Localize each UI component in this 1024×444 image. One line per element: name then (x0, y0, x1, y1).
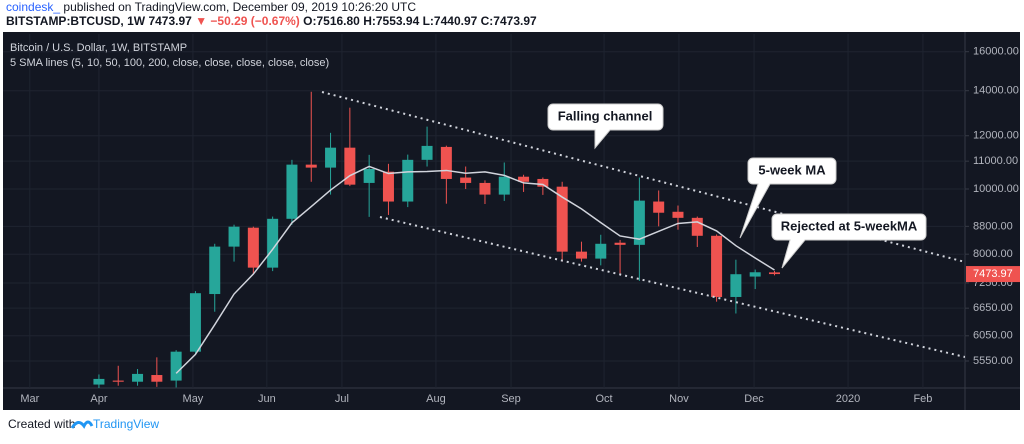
candle-body (460, 177, 472, 183)
annotation: 5-week MA (758, 162, 826, 177)
callout (547, 103, 664, 150)
brand: TradingView (93, 417, 159, 431)
candle-body (768, 272, 780, 275)
candle-body (440, 146, 452, 179)
candle-body (672, 211, 684, 218)
channel-lower (379, 216, 965, 358)
candle-body (595, 243, 607, 259)
footer: Created with TradingView (8, 417, 159, 431)
annotation: Rejected at 5-weekMA (781, 218, 918, 233)
candle-body (325, 147, 337, 168)
author: coindesk_ (6, 0, 60, 14)
x-tick-label: 2020 (836, 393, 860, 405)
last-price-label: 7473.97 (973, 268, 1013, 280)
y-tick-label: 10000.00 (973, 183, 1019, 195)
candle-body (189, 293, 201, 352)
high: H:7553.94 (363, 14, 419, 28)
y-tick-label: 5550.00 (973, 355, 1013, 367)
symbol: BITSTAMP:BTCUSD, 1W (6, 14, 146, 28)
plot (93, 91, 780, 388)
ma-line (175, 165, 775, 374)
candle-body (382, 171, 394, 202)
candle-body (170, 351, 182, 381)
candle-body (363, 168, 375, 183)
x-tick-label: Apr (90, 393, 107, 405)
candle-body (112, 380, 124, 382)
candle-body (711, 235, 723, 297)
candle-body (730, 274, 742, 297)
logo (70, 420, 94, 429)
x-tick-label: Aug (426, 393, 446, 405)
candle-body (209, 246, 221, 295)
candle-body (518, 176, 530, 182)
chart-subtitle: 5 SMA lines (5, 10, 50, 100, 200, close,… (10, 57, 329, 69)
candle-body (93, 378, 105, 385)
channel (321, 91, 965, 358)
y-tick-label: 6050.00 (973, 330, 1013, 342)
callout (771, 213, 927, 269)
last: 7473.97 (148, 14, 192, 28)
x-tick-label: Jul (335, 393, 349, 405)
candle-body (498, 176, 510, 195)
x-tick-label: Oct (595, 393, 612, 405)
candle-body (653, 201, 665, 213)
annotations (547, 103, 927, 269)
candle-body (132, 373, 144, 382)
chart-title: Bitcoin / U.S. Dollar, 1W, BITSTAMP (10, 42, 187, 54)
header-line2: BITSTAMP:BTCUSD, 1W 7473.97 ▼ −50.29 (−0… (6, 14, 537, 28)
candle-body (575, 251, 587, 259)
candle-body (749, 272, 761, 277)
candle-body (614, 242, 626, 245)
y-tick-label: 8000.00 (973, 248, 1013, 260)
y-tick-label: 16000.00 (973, 46, 1019, 58)
candle-body (286, 164, 298, 219)
candle-body (151, 375, 163, 382)
candle-body (228, 226, 240, 247)
low: L:7440.97 (423, 14, 478, 28)
candle-body (344, 147, 356, 185)
candle-body (537, 178, 549, 187)
candle-body (305, 164, 317, 168)
annotation: Falling channel (558, 108, 653, 123)
candle-body (247, 227, 259, 268)
published: published on TradingView.com, December 0… (63, 0, 416, 14)
candle-body (479, 182, 491, 195)
y-tick-label: 8800.00 (973, 220, 1013, 232)
open: O:7516.80 (303, 14, 360, 28)
x-tick-label: Mar (20, 393, 39, 405)
x-tick-label: Jun (258, 393, 276, 405)
x-tick-label: Sep (501, 393, 521, 405)
y-tick-label: 11000.00 (973, 155, 1018, 167)
candle-body (633, 200, 645, 245)
y-tick-label: 6650.00 (973, 302, 1013, 314)
candle-body (691, 217, 703, 236)
candle-body (267, 218, 279, 268)
footer-text: Created with (8, 417, 75, 431)
y-tick-label: 14000.00 (973, 85, 1019, 97)
y-tick-label: 12000.00 (973, 130, 1019, 142)
x-tick-label: Dec (744, 393, 764, 405)
last-price-box (966, 266, 1020, 283)
callout (739, 157, 837, 239)
candle-body (556, 186, 568, 252)
header-line1: coindesk_ published on TradingView.com, … (6, 0, 416, 14)
close: C:7473.97 (481, 14, 537, 28)
x-tick-label: May (183, 393, 204, 405)
x-tick-label: Feb (913, 393, 932, 405)
x-tick-label: Nov (669, 393, 689, 405)
candle-body (421, 145, 433, 160)
change: ▼ −50.29 (−0.67%) (195, 14, 300, 28)
candle-body (402, 159, 414, 202)
